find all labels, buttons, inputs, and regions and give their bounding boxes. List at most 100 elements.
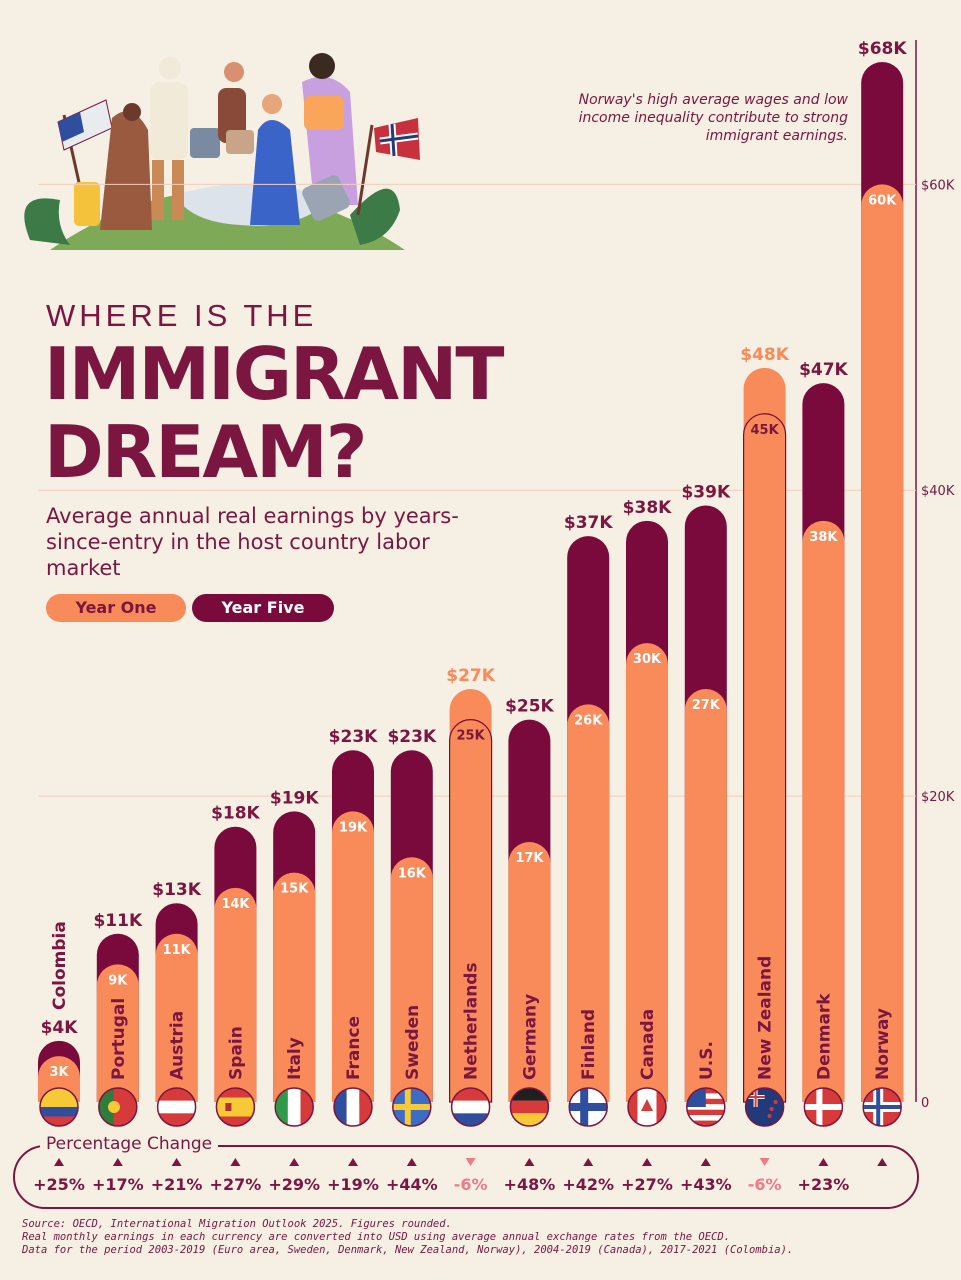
arrow-up-icon bbox=[524, 1158, 535, 1166]
legend-year-five: Year Five bbox=[192, 594, 334, 622]
value-label-inner: 17K bbox=[515, 851, 544, 866]
percentage-change-value: +27% bbox=[210, 1175, 262, 1194]
percentage-change-value: +44% bbox=[386, 1175, 438, 1194]
italy-flag-icon bbox=[274, 1087, 314, 1127]
value-label-top: $38K bbox=[623, 498, 672, 518]
value-label-inner: 15K bbox=[280, 882, 309, 897]
denmark-flag-icon bbox=[803, 1087, 844, 1127]
bar-group: $23K 19K France bbox=[329, 727, 378, 1102]
percentage-change-value: +17% bbox=[92, 1175, 144, 1194]
norway-flag-icon bbox=[862, 1087, 902, 1127]
bar-year-one bbox=[390, 857, 433, 1102]
bar-year-one bbox=[449, 689, 492, 1102]
bar-group: $23K 16K Sweden bbox=[387, 727, 437, 1102]
arrow-down-icon bbox=[759, 1158, 770, 1166]
bar-group: $37K 26K Finland bbox=[564, 513, 613, 1102]
country-label: Portugal bbox=[109, 998, 129, 1080]
value-label-top: $68K bbox=[858, 39, 907, 59]
y-tick-label: $40K bbox=[921, 484, 955, 499]
bar-year-one bbox=[743, 367, 786, 1103]
arrow-up-icon bbox=[406, 1158, 417, 1166]
value-label-inner: 45K bbox=[751, 423, 780, 438]
country-label: Denmark bbox=[814, 993, 834, 1080]
y-tick-label: $60K bbox=[921, 178, 955, 193]
value-label-inner: 11K bbox=[163, 943, 192, 958]
colombia-flag-icon bbox=[39, 1087, 79, 1127]
bar-year-one bbox=[802, 520, 845, 1102]
country-label: Sweden bbox=[403, 1005, 423, 1080]
percentage-change-value: +42% bbox=[562, 1175, 614, 1194]
percentage-change-value: -6% bbox=[748, 1175, 782, 1194]
bar-group: $27K 25K Netherlands bbox=[446, 666, 496, 1103]
percentage-change-value: +23% bbox=[798, 1175, 850, 1194]
value-label-top: $27K bbox=[446, 666, 495, 686]
arrow-up-icon bbox=[112, 1158, 123, 1166]
country-label: Finland bbox=[579, 1009, 599, 1080]
country-label: Italy bbox=[285, 1037, 305, 1080]
bar-group: $25K 17K Germany bbox=[505, 697, 555, 1102]
bar-group: $39K 27K U.S. bbox=[681, 483, 731, 1102]
spain-flag-icon bbox=[215, 1087, 256, 1127]
bar-year-one bbox=[684, 689, 727, 1102]
source-line: Real monthly earnings in each currency a… bbox=[22, 1231, 731, 1243]
bar-group: $48K 45K New Zealand bbox=[740, 345, 790, 1103]
country-label: New Zealand bbox=[756, 956, 776, 1080]
arrow-up-icon bbox=[289, 1158, 300, 1166]
country-label: France bbox=[344, 1016, 364, 1080]
value-label-top: $23K bbox=[329, 727, 378, 747]
portugal-flag-icon bbox=[98, 1087, 138, 1127]
percentage-change-value: -6% bbox=[454, 1175, 488, 1194]
bar-group: $38K 30K Canada bbox=[623, 498, 672, 1102]
bar-group: $47K 38K Denmark bbox=[799, 360, 849, 1102]
arrow-up-icon bbox=[171, 1158, 182, 1166]
percentage-change-value: +27% bbox=[621, 1175, 673, 1194]
value-label-inner: 27K bbox=[692, 698, 721, 713]
bar-group: $11K 9K Portugal bbox=[93, 911, 143, 1102]
page-title: IMMIGRANT DREAM? bbox=[44, 335, 505, 491]
norway-annotation: Norway's high average wages and low inco… bbox=[578, 92, 848, 144]
arrow-up-icon bbox=[642, 1158, 652, 1166]
value-label-top: $11K bbox=[93, 911, 142, 931]
percentage-change-value: +21% bbox=[151, 1175, 203, 1194]
subtitle: Average annual real earnings by years-si… bbox=[46, 504, 459, 580]
austria-flag-icon bbox=[156, 1087, 197, 1127]
value-label-inner: 38K bbox=[809, 530, 838, 545]
bar-group: $19K 15K Italy bbox=[270, 788, 319, 1102]
value-label-inner: 25K bbox=[457, 729, 486, 744]
canada-flag-icon bbox=[627, 1087, 667, 1127]
new-zealand-flag-icon bbox=[744, 1087, 785, 1127]
netherlands-flag-icon bbox=[450, 1087, 491, 1127]
source-line: Source: OECD, International Migration Ou… bbox=[22, 1218, 452, 1230]
value-label-inner: 26K bbox=[574, 713, 603, 728]
value-label-inner: 9K bbox=[108, 973, 128, 988]
arrow-up-icon bbox=[818, 1158, 829, 1166]
bar-year-one bbox=[567, 704, 610, 1102]
bar-year-one bbox=[214, 887, 257, 1102]
bar-group: $4K 3K Colombia bbox=[38, 921, 80, 1102]
title-line-1: WHERE IS THE bbox=[46, 298, 318, 333]
value-label-inner: 16K bbox=[398, 866, 427, 881]
arrow-down-icon bbox=[465, 1158, 476, 1166]
value-label-top: $18K bbox=[211, 804, 260, 824]
value-label-top: $48K bbox=[740, 345, 789, 365]
country-label: Germany bbox=[520, 994, 540, 1080]
arrow-up-icon bbox=[348, 1158, 358, 1166]
value-label-inner: 30K bbox=[633, 652, 662, 667]
value-label-top: $13K bbox=[152, 880, 201, 900]
immigrants-illustration bbox=[24, 53, 420, 250]
value-label-inner: 3K bbox=[49, 1065, 69, 1080]
country-label: Spain bbox=[226, 1026, 246, 1080]
value-label-top: $39K bbox=[681, 483, 730, 503]
country-label: Colombia bbox=[50, 921, 70, 1010]
bar-year-one bbox=[861, 184, 904, 1103]
source-footnote: Source: OECD, International Migration Ou… bbox=[22, 1218, 942, 1257]
country-label: Canada bbox=[638, 1009, 658, 1080]
bar-group: $13K 11K Austria bbox=[152, 880, 202, 1102]
percentage-change-value: +29% bbox=[268, 1175, 320, 1194]
value-label-top: $47K bbox=[799, 360, 848, 380]
y-tick-label: $20K bbox=[921, 790, 955, 805]
percentage-change-value: +25% bbox=[33, 1175, 85, 1194]
y-tick-label: 0 bbox=[921, 1096, 929, 1111]
bar-year-one bbox=[96, 964, 139, 1102]
arrow-up-icon bbox=[230, 1158, 241, 1166]
